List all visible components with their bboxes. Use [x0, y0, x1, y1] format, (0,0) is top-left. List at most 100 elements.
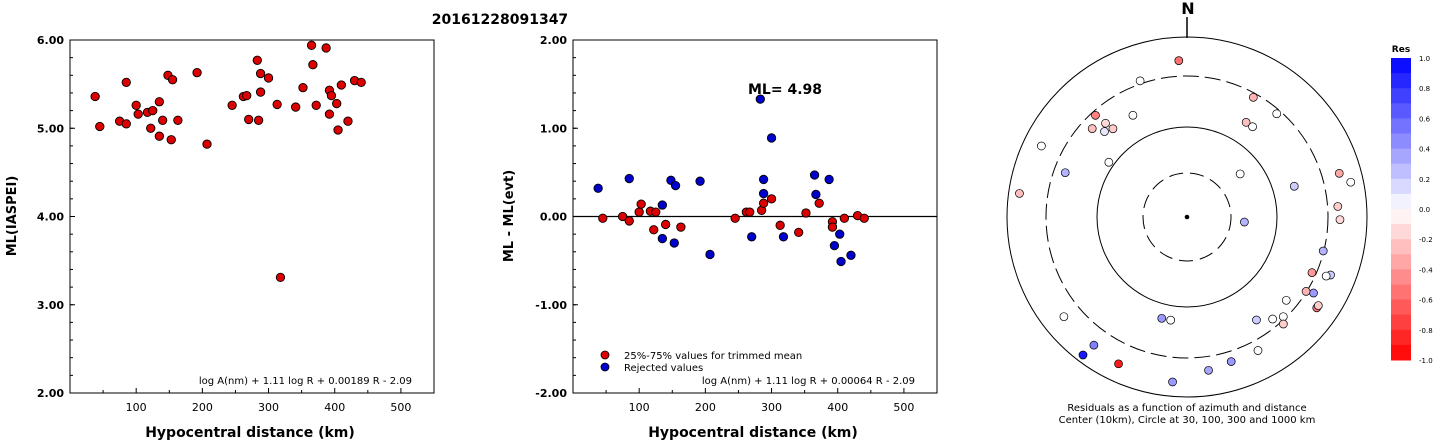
left-x-tick-label: 200	[192, 401, 213, 414]
middle-formula: log A(nm) + 1.11 log R + 0.00064 R - 2.0…	[702, 376, 915, 387]
left-data-point	[148, 105, 158, 116]
middle-data-point	[624, 216, 634, 226]
polar-residual-point	[1087, 124, 1097, 133]
left-data-point	[131, 100, 141, 110]
polar-residual-point	[1268, 314, 1277, 324]
middle-data-point	[859, 213, 869, 223]
left-formula: log A(nm) + 1.11 log R + 0.00189 R - 2.0…	[199, 376, 412, 387]
figure-title: 20161228091347	[432, 12, 568, 28]
colorbar-cell	[1391, 58, 1411, 74]
left-data-point	[343, 116, 353, 126]
center-dot	[1184, 214, 1190, 220]
colorbar-tick-label: 0.2	[1419, 176, 1430, 184]
left-y-tick-label: 5.00	[37, 122, 64, 135]
middle-data-point	[745, 207, 755, 217]
middle-data-point	[695, 176, 705, 186]
polar-residual-point	[1278, 312, 1288, 322]
colorbar-cell	[1391, 284, 1411, 301]
middle-data-point	[661, 219, 671, 230]
left-y-axis-label: ML(IASPEI)	[5, 176, 20, 257]
left-x-tick-label: 500	[390, 401, 411, 414]
left-data-point	[242, 90, 252, 101]
colorbar-tick-label: 0.8	[1419, 85, 1430, 93]
middle-data-point	[651, 207, 661, 217]
middle-points	[593, 94, 869, 267]
ml-annotation: ML= 4.98	[748, 82, 822, 98]
left-x-tick-label: 300	[258, 401, 279, 414]
middle-data-point	[634, 207, 644, 217]
polar-residual-point	[1334, 168, 1344, 178]
polar-residual-point	[1089, 340, 1099, 350]
colorbar-cell	[1391, 269, 1411, 285]
polar-residual-point	[1335, 215, 1345, 225]
left-data-point	[321, 43, 331, 53]
middle-data-point	[801, 208, 811, 218]
polar-caption-line2: Center (10km), Circle at 30, 100, 300 an…	[1059, 415, 1316, 426]
left-panel: 100 200 300 400 500 2.00 3.00 4.00 5.00 6.00 Hypo…	[5, 34, 435, 441]
polar-residual-point	[1252, 315, 1261, 325]
left-data-point	[255, 68, 266, 79]
middle-data-point	[778, 232, 789, 242]
colorbar-tick-label: -0.6	[1419, 297, 1433, 305]
left-data-point	[166, 135, 176, 145]
polar-residual-point	[1248, 122, 1257, 132]
middle-data-point	[758, 174, 769, 185]
colorbar-cell	[1391, 209, 1411, 225]
polar-residual-point	[1272, 109, 1282, 119]
polar-residual-point	[1037, 141, 1046, 151]
middle-data-point	[758, 198, 769, 208]
polar-residual-point	[1114, 359, 1123, 369]
colorbar-cell	[1391, 224, 1411, 240]
middle-data-point	[766, 133, 777, 143]
left-data-point	[154, 97, 164, 107]
left-data-point	[252, 55, 262, 65]
polar-residual-point	[1108, 124, 1118, 134]
middle-data-point	[676, 222, 686, 232]
left-data-point	[272, 99, 282, 110]
middle-x-tick-label: 200	[695, 401, 716, 414]
colorbar-cell	[1391, 148, 1411, 165]
colorbar-cell	[1391, 329, 1411, 346]
left-data-point	[173, 115, 183, 125]
middle-ticks: 100 200 300 400 500 -2.00 -1.00 0.00 1.00 2.00	[535, 34, 914, 414]
colorbar-tick-label: 0.4	[1419, 146, 1431, 154]
left-y-tick-label: 6.00	[37, 34, 64, 47]
colorbar-cell	[1391, 178, 1411, 195]
colorbar-cell	[1391, 193, 1411, 210]
colorbar-cell	[1391, 73, 1411, 89]
polar-residual-point	[1241, 118, 1251, 127]
colorbar-cell	[1391, 299, 1411, 316]
left-data-point	[308, 60, 318, 70]
middle-data-point	[617, 211, 628, 222]
polar-residual-point	[1015, 189, 1024, 198]
polar-residual-point	[1059, 312, 1069, 322]
middle-y-axis-label: ML - ML(evt)	[502, 170, 517, 262]
left-data-point	[121, 77, 131, 88]
polar-residual-point	[1289, 181, 1299, 191]
polar-residual-point	[1128, 110, 1138, 120]
polar-residual-point	[1226, 357, 1236, 366]
middle-data-point	[758, 188, 769, 199]
left-data-point	[202, 139, 212, 149]
middle-data-point	[593, 183, 603, 193]
colorbar-title: Res	[1392, 45, 1410, 55]
middle-data-point	[598, 213, 608, 223]
colorbar-tick-label: 0.6	[1419, 115, 1431, 123]
left-data-point	[275, 272, 286, 283]
polar-residual-point	[1060, 168, 1070, 178]
middle-x-tick-label: 400	[827, 401, 848, 414]
polar-residual-point	[1135, 76, 1145, 86]
colorbar-cells	[1391, 58, 1411, 361]
left-data-point	[336, 80, 346, 90]
polar-residual-point	[1235, 169, 1245, 179]
polar-caption-line1: Residuals as a function of azimuth and d…	[1067, 403, 1306, 414]
middle-data-point	[836, 256, 846, 267]
middle-data-point	[766, 194, 777, 204]
middle-x-tick-label: 500	[893, 401, 914, 414]
polar-residual-point	[1091, 110, 1100, 120]
left-data-point	[333, 125, 343, 135]
left-y-tick-label: 2.00	[37, 387, 64, 400]
left-data-point	[121, 119, 131, 129]
polar-residual-point	[1346, 177, 1356, 187]
